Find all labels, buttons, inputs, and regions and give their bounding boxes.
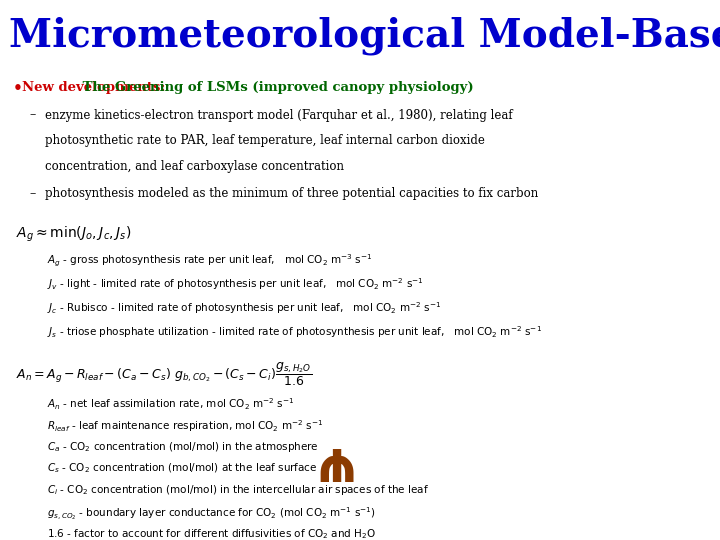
Text: enzyme kinetics-electron transport model (Farquhar et al., 1980), relating leaf: enzyme kinetics-electron transport model…	[45, 109, 513, 122]
Text: $J_c$ - Rubisco - limited rate of photosynthesis per unit leaf,   mol CO$_2$ m$^: $J_c$ - Rubisco - limited rate of photos…	[47, 300, 441, 316]
Text: $A_g \approx \min(J_o, J_c, J_s)$: $A_g \approx \min(J_o, J_c, J_s)$	[17, 225, 132, 244]
Text: $g_{s,CO_2}$ - boundary layer conductance for CO$_2$ (mol CO$_2$ m$^{-1}$ s$^{-1: $g_{s,CO_2}$ - boundary layer conductanc…	[47, 505, 375, 522]
Text: $C_s$ - CO$_2$ concentration (mol/mol) at the leaf surface: $C_s$ - CO$_2$ concentration (mol/mol) a…	[47, 462, 317, 475]
Text: concentration, and leaf carboxylase concentration: concentration, and leaf carboxylase conc…	[45, 160, 343, 173]
Text: –: –	[30, 187, 36, 200]
Text: •: •	[13, 82, 22, 96]
Text: Micrometeorological Model-Based LSMs: Micrometeorological Model-Based LSMs	[9, 17, 720, 56]
Text: $A_n$ - net leaf assimilation rate, mol CO$_2$ m$^{-2}$ s$^{-1}$: $A_n$ - net leaf assimilation rate, mol …	[47, 397, 294, 413]
Text: $C_i$ - CO$_2$ concentration (mol/mol) in the intercellular air spaces of the le: $C_i$ - CO$_2$ concentration (mol/mol) i…	[47, 483, 428, 497]
Text: $A_n = A_g - R_{leaf} - (C_a - C_s)\ g_{b,CO_2} - (C_s - C_i)\dfrac{g_{s,H_2O}}{: $A_n = A_g - R_{leaf} - (C_a - C_s)\ g_{…	[17, 361, 312, 388]
Text: $1.6$ - factor to account for different diffusivities of CO$_2$ and H$_2$O: $1.6$ - factor to account for different …	[47, 526, 376, 540]
Text: New developments:: New developments:	[22, 82, 166, 94]
Text: The Greening of LSMs (improved canopy physiology): The Greening of LSMs (improved canopy ph…	[78, 82, 474, 94]
Text: Ψ: Ψ	[314, 438, 351, 481]
Text: $A_g$ - gross photosynthesis rate per unit leaf,   mol CO$_2$ m$^{-3}$ s$^{-1}$: $A_g$ - gross photosynthesis rate per un…	[47, 253, 372, 269]
Text: photosynthesis modeled as the minimum of three potential capacities to fix carbo: photosynthesis modeled as the minimum of…	[45, 187, 538, 200]
Text: $C_a$ - CO$_2$ concentration (mol/mol) in the atmosphere: $C_a$ - CO$_2$ concentration (mol/mol) i…	[47, 440, 318, 454]
Text: photosynthetic rate to PAR, leaf temperature, leaf internal carbon dioxide: photosynthetic rate to PAR, leaf tempera…	[45, 134, 485, 147]
Text: –: –	[30, 109, 36, 122]
Text: $J_v$ - light - limited rate of photosynthesis per unit leaf,   mol CO$_2$ m$^{-: $J_v$ - light - limited rate of photosyn…	[47, 276, 423, 293]
Text: $R_{leaf}$ - leaf maintenance respiration, mol CO$_2$ m$^{-2}$ s$^{-1}$: $R_{leaf}$ - leaf maintenance respiratio…	[47, 418, 323, 434]
Text: $J_s$ - triose phosphate utilization - limited rate of photosynthesis per unit l: $J_s$ - triose phosphate utilization - l…	[47, 324, 541, 340]
